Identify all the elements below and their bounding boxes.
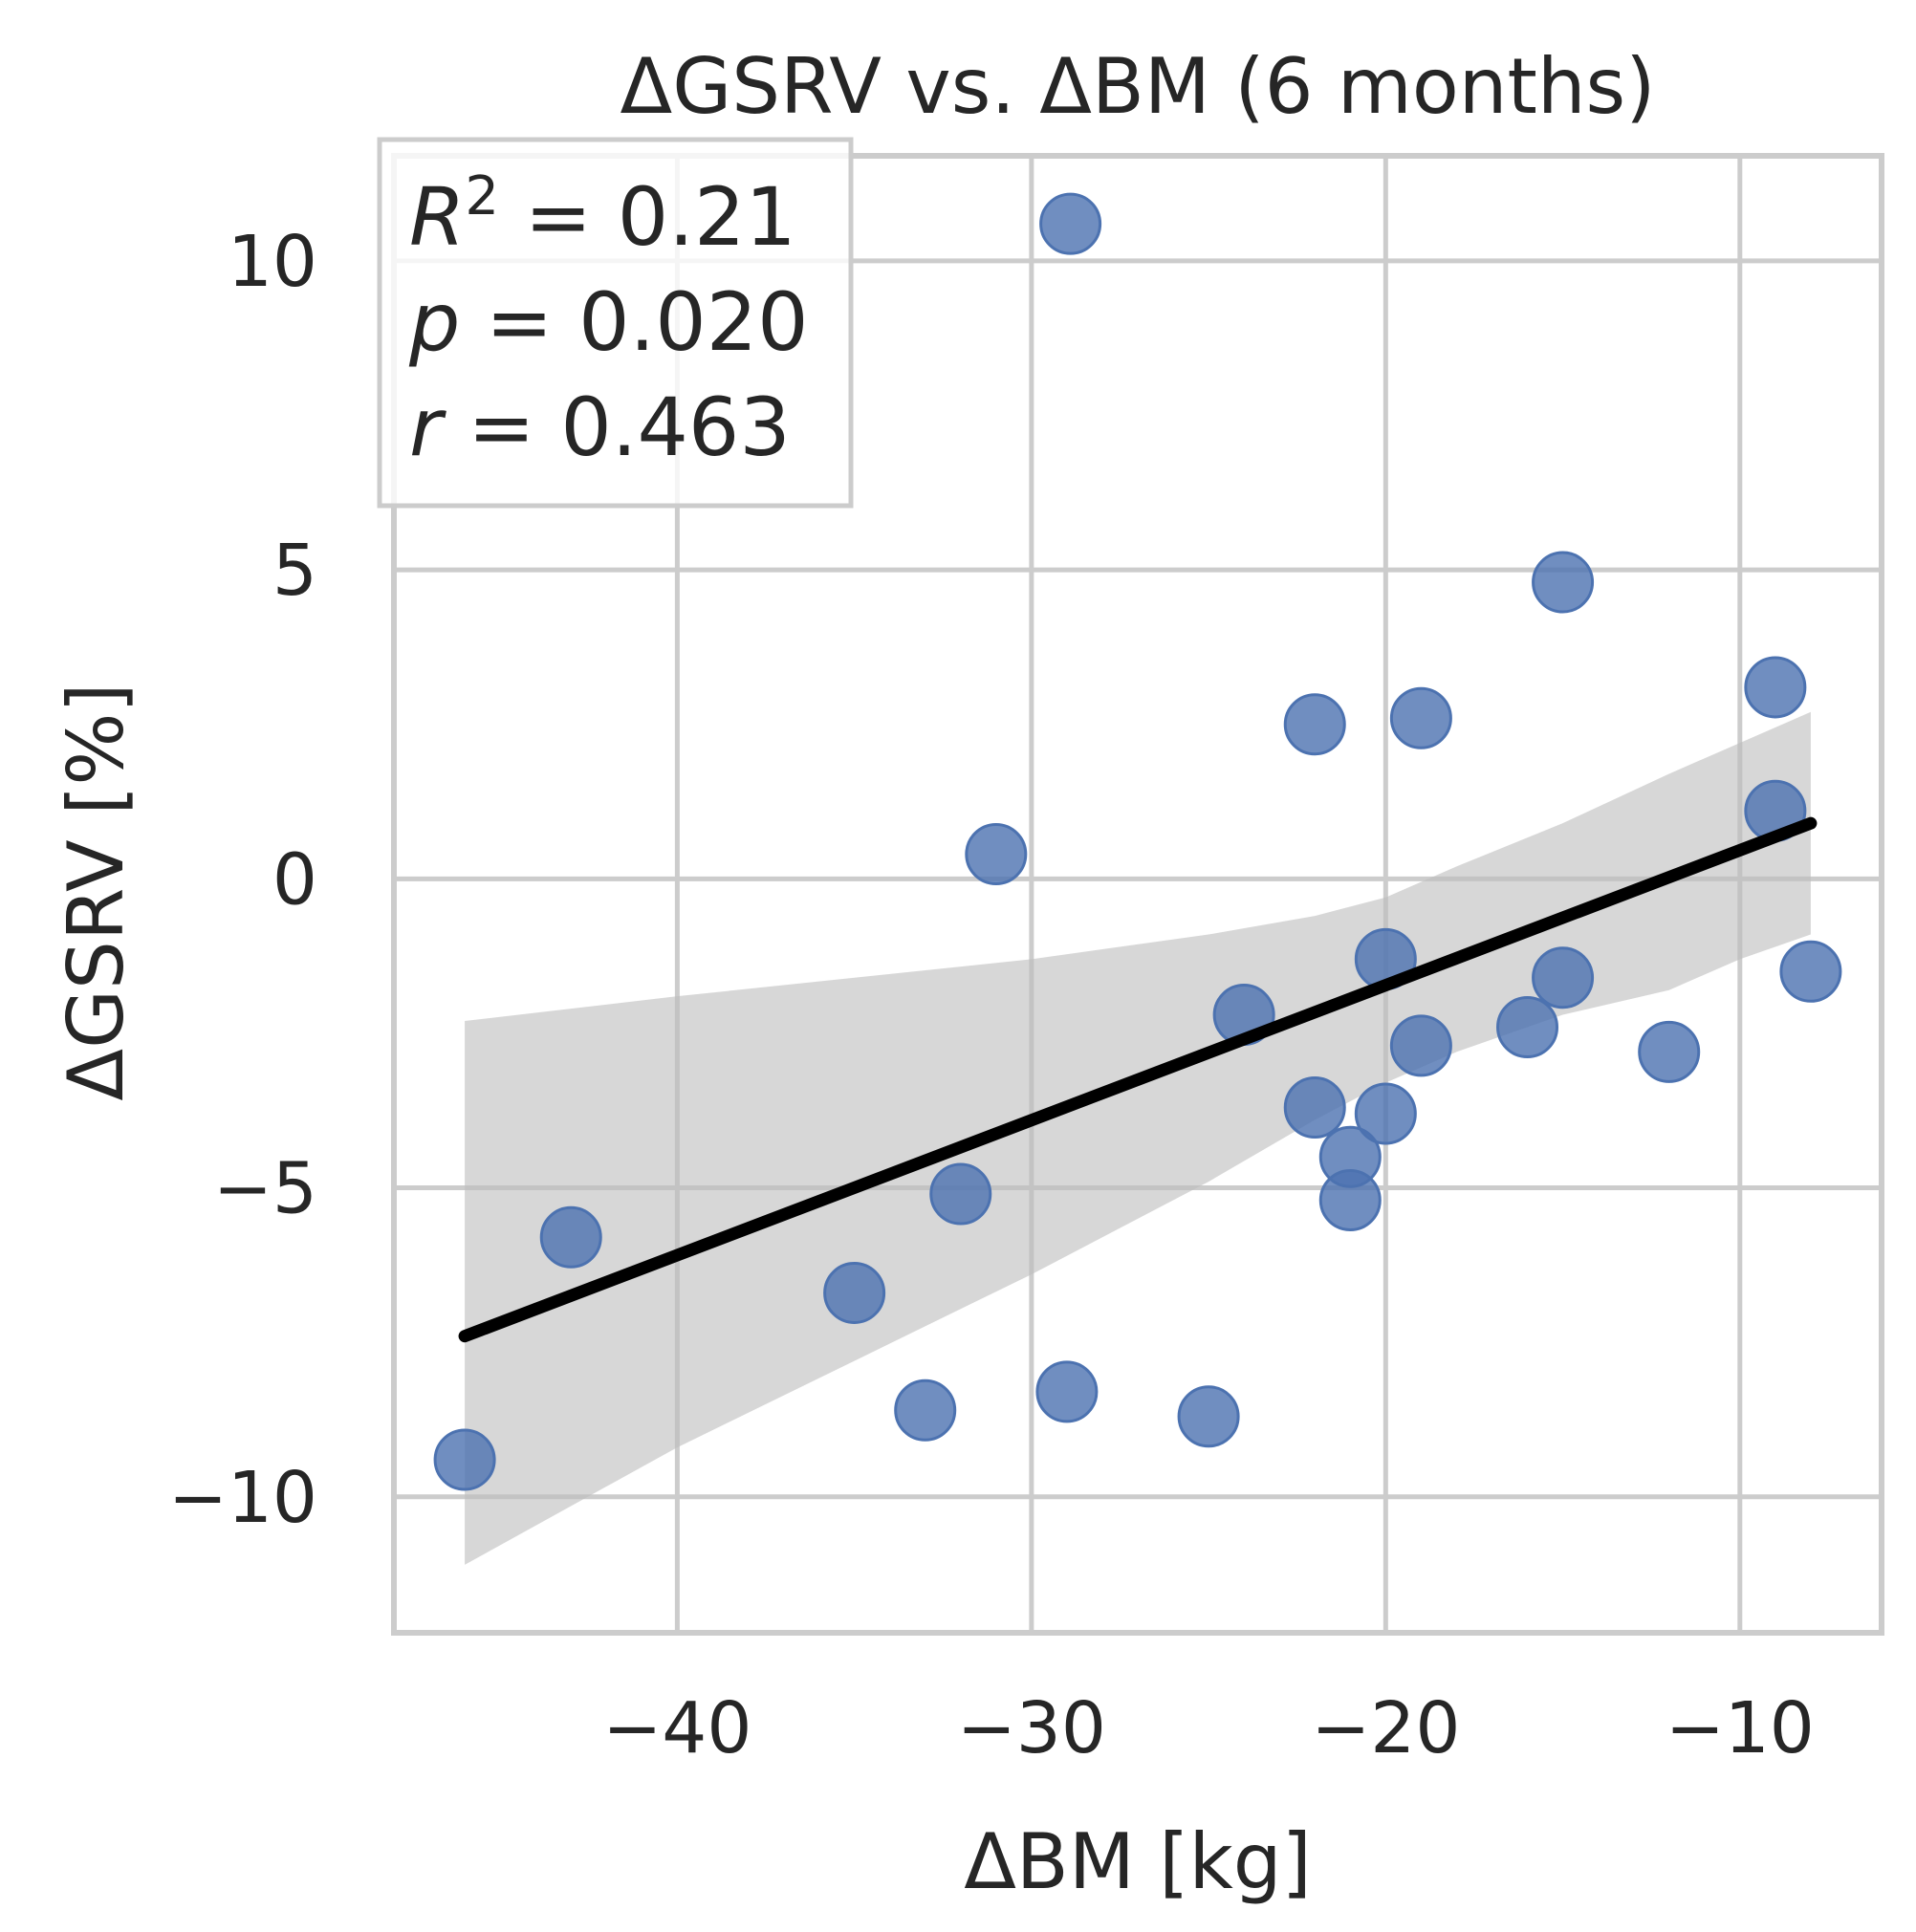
- x-tick-label: −40: [602, 1687, 751, 1769]
- data-point: [823, 1261, 886, 1324]
- x-tick-label: −10: [1666, 1687, 1815, 1769]
- y-tick-label: 5: [272, 530, 317, 612]
- r-symbol: r: [409, 380, 446, 474]
- data-point: [1389, 686, 1452, 749]
- data-point: [1039, 192, 1102, 255]
- data-point: [929, 1162, 992, 1226]
- r-squared-value: = 0.21: [499, 170, 796, 264]
- confidence-band: [465, 711, 1811, 1565]
- y-axis-label: ΔGSRV [%]: [52, 683, 141, 1100]
- data-point: [1318, 1168, 1382, 1231]
- r-value: = 0.463: [443, 380, 791, 474]
- data-point: [1744, 656, 1807, 719]
- data-point: [894, 1378, 957, 1442]
- data-point: [1638, 1020, 1701, 1083]
- stats-correlation: r = 0.463: [409, 380, 791, 474]
- stats-p-value: p = 0.020: [408, 275, 809, 369]
- data-point: [1532, 551, 1595, 614]
- stats-legend: R2 = 0.21 p = 0.020 r = 0.463: [377, 137, 854, 509]
- p-symbol: p: [408, 275, 460, 369]
- y-tick-label: −10: [168, 1457, 317, 1539]
- y-tick-labels: −10 −5 0 5 10: [168, 221, 317, 1539]
- x-tick-label: −20: [1311, 1687, 1460, 1769]
- stats-legend-box: [377, 137, 854, 509]
- chart-title: ΔGSRV vs. ΔBM (6 months): [621, 42, 1656, 131]
- regression-line: [458, 816, 1818, 1343]
- data-point: [1035, 1360, 1099, 1423]
- regression-line-group: [458, 816, 1818, 1343]
- scatter-points: [433, 192, 1842, 1491]
- data-point: [1496, 995, 1559, 1058]
- x-tick-labels: −40 −30 −20 −10: [602, 1687, 1815, 1769]
- x-tick-label: −30: [957, 1687, 1106, 1769]
- plot-frame: [391, 153, 1884, 1636]
- data-point: [1779, 940, 1842, 1003]
- stats-r-squared: R2 = 0.21: [409, 165, 796, 264]
- y-tick-label: −5: [213, 1148, 317, 1230]
- data-point: [965, 822, 1028, 885]
- x-axis-label: ΔBM [kg]: [964, 1817, 1312, 1906]
- confidence-band-group: [465, 711, 1811, 1565]
- y-tick-label: 0: [272, 838, 317, 921]
- data-point: [539, 1205, 602, 1269]
- data-point: [433, 1428, 496, 1491]
- r-squared-exponent: 2: [465, 165, 499, 228]
- data-point: [1532, 946, 1595, 1009]
- data-point: [1283, 693, 1346, 756]
- r-squared-symbol: R: [409, 170, 465, 264]
- data-point: [1177, 1385, 1240, 1448]
- data-point: [1389, 1014, 1452, 1077]
- data-point: [1283, 1076, 1346, 1140]
- p-value: = 0.020: [460, 275, 808, 369]
- data-point: [1354, 1082, 1417, 1145]
- y-tick-label: 10: [228, 221, 317, 303]
